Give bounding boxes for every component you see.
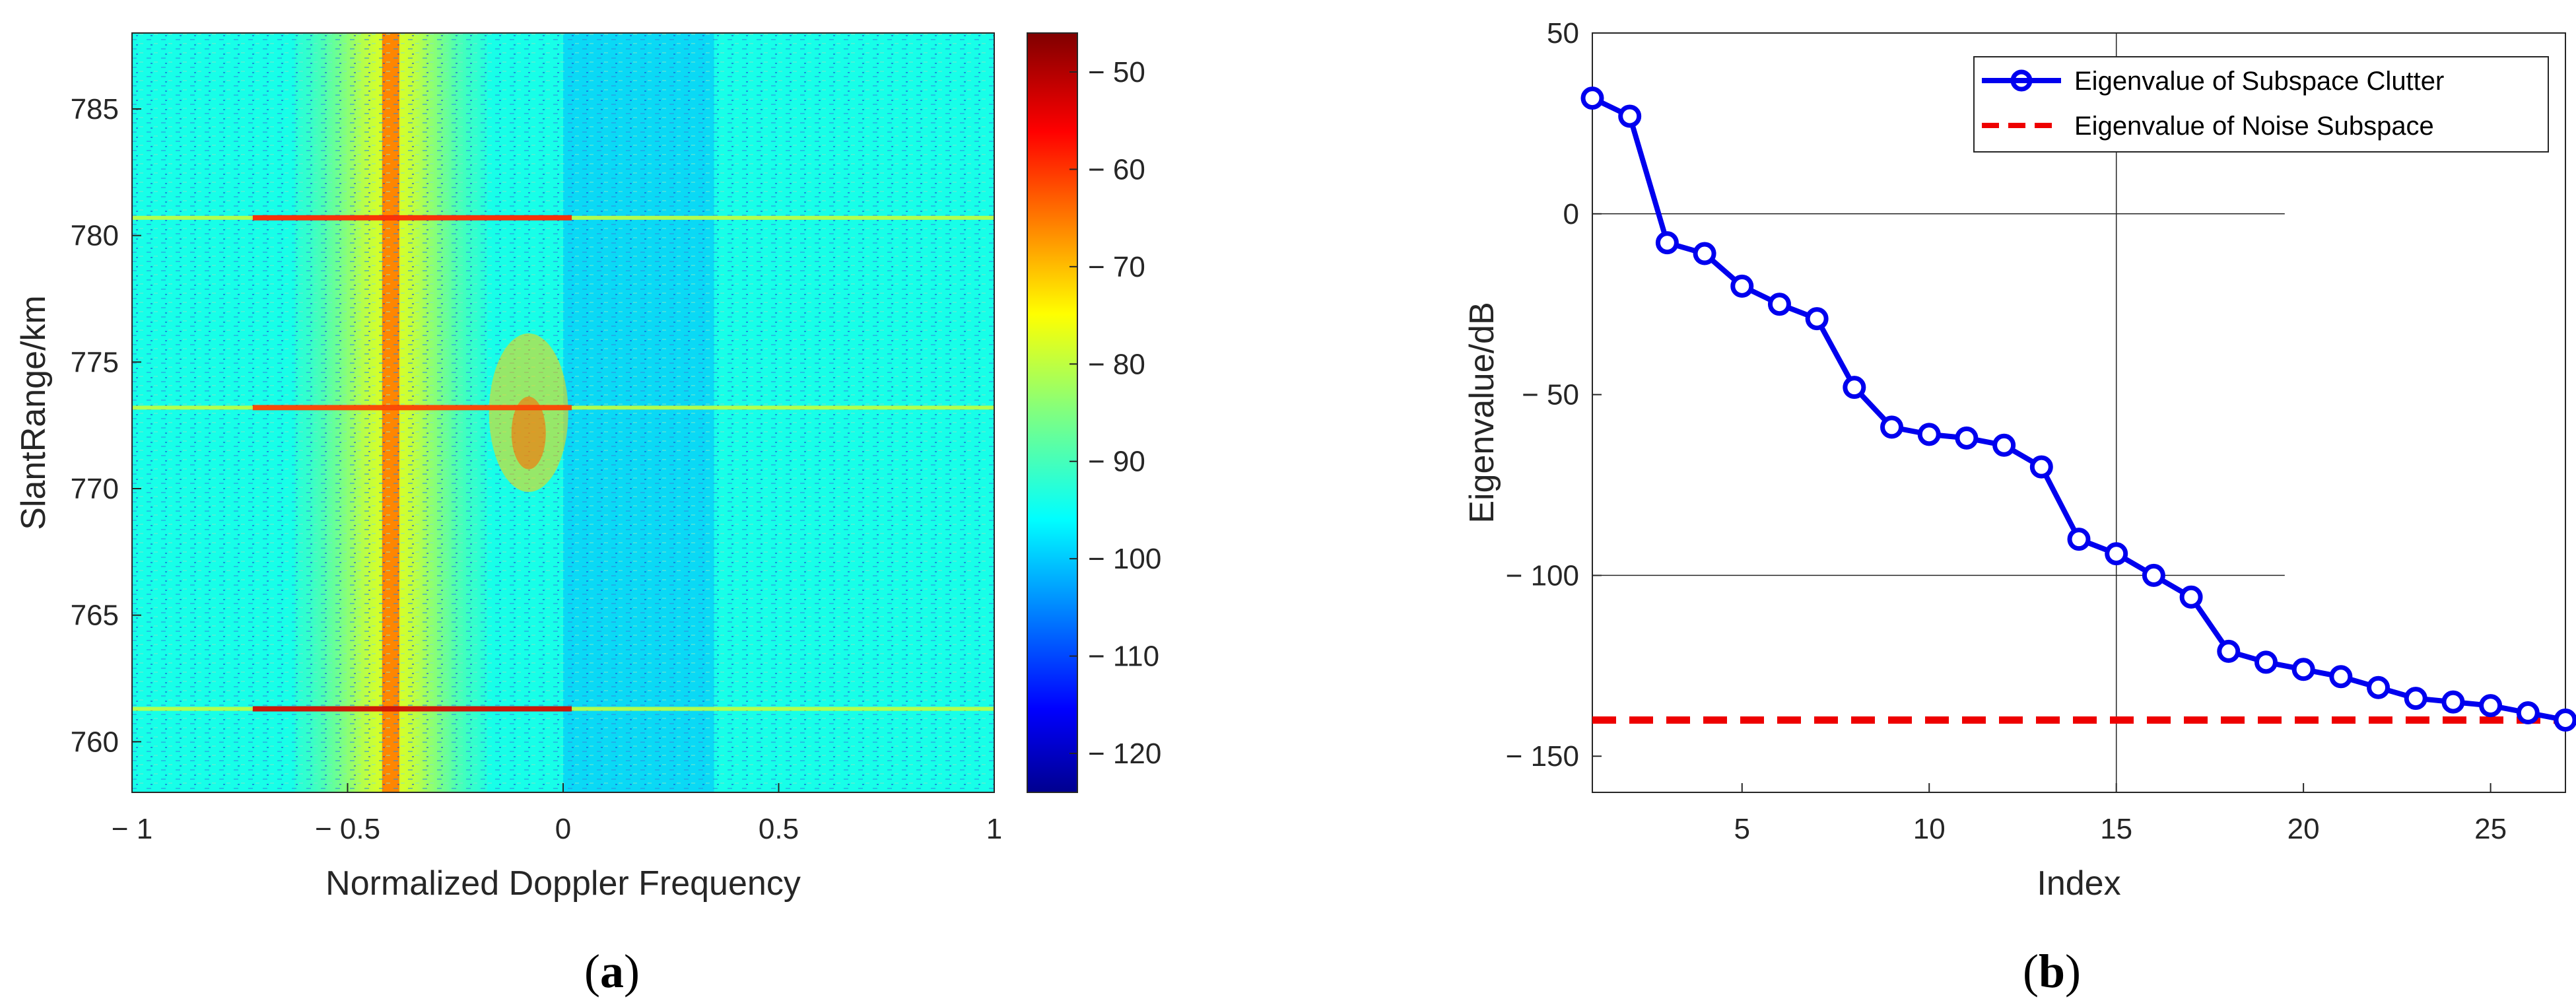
clutter-eigenvalue-point <box>2554 708 2576 732</box>
panel-label-a-letter: a <box>600 945 624 998</box>
heatmap-x-axis-label: Normalized Doppler Frequency <box>325 864 801 903</box>
line-chart-y-tick-label: − 50 <box>1522 379 1579 411</box>
line-chart-x-axis-label: Index <box>2037 864 2120 903</box>
clutter-eigenvalue-point <box>1580 86 1604 110</box>
line-chart-frame <box>1592 32 2566 793</box>
clutter-eigenvalue-point <box>2105 542 2128 566</box>
heatmap-range-line-peak <box>252 706 572 712</box>
line-chart-panel: 5 10 15 20 25 50 0 − 50 − 100 − 150 Index Eigenv… <box>1463 17 2576 903</box>
colorbar-tick-label: − 110 <box>1088 640 1159 673</box>
clutter-eigenvalue-point <box>2067 528 2091 551</box>
clutter-eigenvalue-point <box>2404 687 2427 710</box>
clutter-eigenvalue-point <box>2029 455 2053 479</box>
heatmap-y-axis-label: SlantRange/km <box>15 295 53 530</box>
heatmap-x-tick-label: 0.5 <box>759 813 799 845</box>
heatmap-y-tick-label: 785 <box>71 93 119 125</box>
line-chart-series <box>1580 86 2576 732</box>
heatmap-target-core <box>511 396 546 469</box>
colorbar-tick-label: − 80 <box>1088 348 1145 380</box>
legend-label-noise: Eigenvalue of Noise Subspace <box>2074 112 2434 141</box>
panel-label-b-letter: b <box>2039 945 2065 998</box>
line-chart-x-tick-label: 20 <box>2288 813 2320 845</box>
heatmap-y-tick-label: 760 <box>71 726 119 758</box>
heatmap-y-tick-label: 770 <box>71 473 119 505</box>
colorbar: − 50 − 60 − 70 − 80 − 90 − 100 − 110 − 120 <box>1027 32 1161 793</box>
line-chart-gridlines <box>1592 33 2285 792</box>
line-chart-x-tick-label: 25 <box>2474 813 2507 845</box>
clutter-eigenvalue-point <box>2217 639 2241 663</box>
heatmap-panel: − 1 − 0.5 0 0.5 1 760 765 770 775 780 785 Normali… <box>15 32 1002 903</box>
clutter-eigenvalue-point <box>1955 426 1979 450</box>
panel-label-a: (a) <box>584 945 640 998</box>
clutter-eigenvalue-point <box>1917 423 1941 446</box>
line-chart-y-tick-label: − 100 <box>1506 559 1579 592</box>
clutter-eigenvalue-point <box>2254 650 2278 674</box>
clutter-eigenvalue-line <box>1591 95 2566 723</box>
colorbar-ticks: − 50 − 60 − 70 − 80 − 90 − 100 − 110 − 120 <box>1069 56 1161 770</box>
line-chart-x-tick-label: 15 <box>2100 813 2132 845</box>
legend: Eigenvalue of Subspace Clutter Eigenvalu… <box>1973 56 2549 153</box>
heatmap-x-tick-label: − 0.5 <box>315 813 380 845</box>
clutter-eigenvalue-point <box>1693 242 1716 265</box>
heatmap-x-tick-label: 1 <box>986 813 1002 845</box>
legend-clutter-marker <box>2010 69 2033 92</box>
colorbar-tick-label: − 100 <box>1088 543 1161 575</box>
heatmap-y-ticks: 760 765 770 775 780 785 <box>71 93 141 758</box>
panel-label-b: (b) <box>2023 945 2081 998</box>
colorbar-tick-label: − 90 <box>1088 446 1145 478</box>
heatmap-y-tick-label: 780 <box>71 220 119 252</box>
legend-box <box>1973 56 2549 153</box>
clutter-eigenvalue-point <box>1805 307 1829 331</box>
clutter-eigenvalue-point <box>2291 658 2315 681</box>
line-chart-x-tick-label: 5 <box>1734 813 1750 845</box>
clutter-eigenvalue-point <box>1767 293 1791 316</box>
heatmap-y-tick-label: 765 <box>71 600 119 632</box>
colorbar-tick-label: − 120 <box>1088 738 1161 770</box>
clutter-eigenvalue-point <box>2479 694 2503 718</box>
clutter-eigenvalue-point <box>2142 563 2165 587</box>
heatmap-x-tick-label: − 1 <box>112 813 153 845</box>
clutter-eigenvalue-point <box>2179 585 2203 609</box>
clutter-eigenvalue-point <box>1730 274 1754 298</box>
heatmap-x-tick-label: 0 <box>555 813 571 845</box>
heatmap-y-tick-label: 775 <box>71 346 119 378</box>
heatmap-range-line-peak <box>252 405 572 411</box>
clutter-eigenvalue-point <box>2329 665 2353 689</box>
clutter-eigenvalue-point <box>2516 701 2540 725</box>
line-chart-y-axis-label: Eigenvalue/dB <box>1463 302 1501 523</box>
heatmap-area <box>132 33 994 792</box>
legend-label-clutter: Eigenvalue of Subspace Clutter <box>2074 67 2444 96</box>
heatmap-range-line-peak <box>252 215 572 221</box>
colorbar-tick-label: − 50 <box>1088 56 1145 88</box>
clutter-eigenvalue-point <box>1618 104 1642 128</box>
colorbar-tick-label: − 60 <box>1088 153 1145 186</box>
clutter-eigenvalue-point <box>2441 690 2465 714</box>
line-chart-x-tick-label: 10 <box>1913 813 1946 845</box>
clutter-eigenvalue-point <box>2367 675 2390 699</box>
clutter-eigenvalue-point <box>1843 376 1866 399</box>
clutter-eigenvalue-point <box>1880 415 1904 439</box>
clutter-eigenvalue-point <box>1655 231 1679 255</box>
colorbar-tick-label: − 70 <box>1088 251 1145 283</box>
line-chart-y-tick-label: 50 <box>1547 17 1579 50</box>
clutter-eigenvalue-point <box>1992 433 2016 457</box>
colorbar-gradient <box>1027 32 1078 793</box>
line-chart-y-tick-label: 0 <box>1563 198 1579 230</box>
line-chart-x-ticks: 5 10 15 20 25 <box>1734 783 2507 845</box>
line-chart-y-tick-label: − 150 <box>1506 740 1579 773</box>
heatmap-x-ticks: − 1 − 0.5 0 0.5 1 <box>112 783 1002 845</box>
line-chart-y-ticks: 50 0 − 50 − 100 − 150 <box>1506 17 1602 773</box>
